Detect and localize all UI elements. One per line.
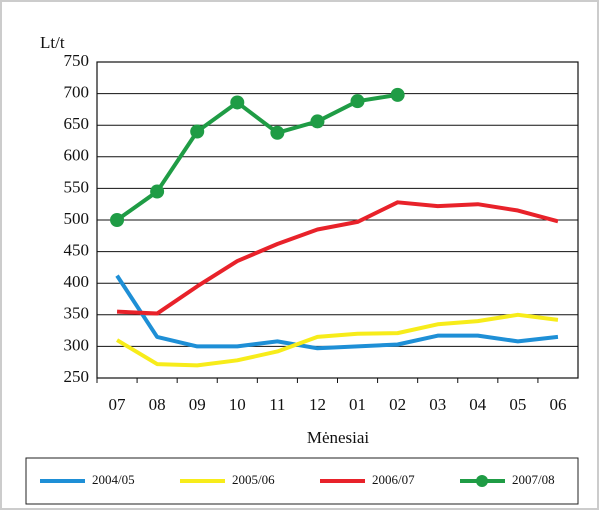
x-tick-label: 07 [109, 395, 127, 414]
x-tick-label: 05 [509, 395, 526, 414]
y-tick-label: 550 [64, 177, 90, 196]
marker [390, 87, 405, 102]
series-line [115, 92, 398, 222]
legend-marker [476, 475, 488, 487]
marker [150, 184, 165, 199]
marker [350, 94, 365, 109]
marker [190, 124, 205, 139]
y-tick-label: 250 [64, 367, 90, 386]
marker [110, 213, 125, 227]
x-tick-label: 06 [549, 395, 566, 414]
y-tick-label: 350 [64, 304, 90, 323]
x-tick-label: 09 [189, 395, 206, 414]
y-tick-label: 400 [64, 272, 90, 291]
x-tick-label: 01 [349, 395, 366, 414]
series-line [116, 312, 559, 368]
y-tick-label: 650 [64, 114, 90, 133]
legend-label: 2006/07 [372, 472, 415, 487]
x-tick-label: 12 [309, 395, 326, 414]
x-axis-label: Mėnesiai [307, 428, 370, 447]
x-tick-label: 08 [149, 395, 166, 414]
x-tick-label: 10 [229, 395, 246, 414]
series-line [116, 200, 559, 316]
x-tick-label: 04 [469, 395, 487, 414]
y-tick-label: 500 [64, 209, 90, 228]
legend-label: 2005/06 [232, 472, 275, 487]
y-tick-label: 450 [64, 241, 90, 260]
legend-label: 2007/08 [512, 472, 555, 487]
y-tick-label: 600 [64, 146, 90, 165]
y-axis-label: Lt/t [40, 33, 65, 52]
y-tick-label: 300 [64, 335, 90, 354]
x-tick-label: 02 [389, 395, 406, 414]
marker [310, 114, 325, 129]
y-tick-label: 750 [64, 51, 90, 70]
y-tick-label: 700 [64, 83, 90, 102]
marker [230, 95, 245, 110]
series-line [115, 274, 559, 351]
x-tick-label: 03 [429, 395, 446, 414]
x-tick-label: 11 [269, 395, 285, 414]
marker [270, 125, 285, 140]
legend-label: 2004/05 [92, 472, 135, 487]
